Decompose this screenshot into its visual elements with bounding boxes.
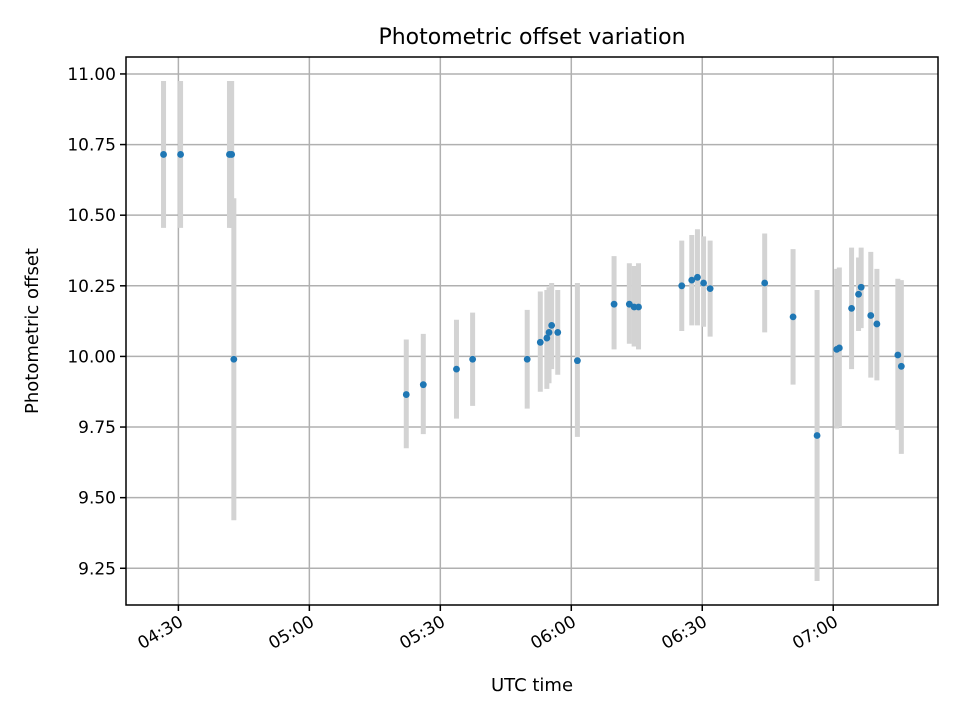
x-axis-label: UTC time xyxy=(491,675,573,696)
y-tick-label: 10.75 xyxy=(67,136,116,156)
data-point xyxy=(548,321,556,329)
y-tick-label: 11.00 xyxy=(67,65,116,85)
data-point xyxy=(545,329,553,336)
data-point xyxy=(230,355,238,363)
x-tick-label: 05:00 xyxy=(265,612,317,654)
data-point xyxy=(706,285,714,293)
point-layer xyxy=(160,151,905,439)
data-point xyxy=(848,305,855,312)
data-point xyxy=(160,151,167,158)
x-tick-label: 04:30 xyxy=(134,612,186,654)
data-point xyxy=(855,290,862,298)
data-point xyxy=(610,300,618,308)
data-point xyxy=(813,432,821,439)
data-point xyxy=(177,151,184,158)
y-axis-label: Photometric offset xyxy=(22,248,43,414)
errorbar-layer xyxy=(161,81,904,581)
data-point xyxy=(453,365,460,373)
data-point xyxy=(688,276,696,284)
data-point xyxy=(554,329,562,336)
data-point xyxy=(228,151,236,158)
data-point xyxy=(402,391,410,398)
grid-layer xyxy=(126,57,938,605)
data-point xyxy=(894,351,902,359)
x-tick-label: 06:30 xyxy=(658,612,710,654)
data-point xyxy=(873,320,881,328)
data-point xyxy=(857,283,865,291)
data-point xyxy=(867,312,875,319)
x-tick-label: 05:30 xyxy=(396,612,448,654)
data-point xyxy=(419,381,427,389)
data-point xyxy=(523,355,531,363)
y-tick-label: 10.25 xyxy=(67,277,116,297)
data-point xyxy=(835,344,843,352)
x-tick-label: 07:00 xyxy=(789,612,841,654)
y-tick-label: 10.50 xyxy=(67,206,116,226)
data-point xyxy=(469,355,477,363)
y-tick-label: 9.75 xyxy=(78,418,116,438)
y-tick-label: 9.50 xyxy=(78,489,116,509)
data-point xyxy=(700,279,707,287)
y-tick-label: 9.25 xyxy=(78,559,116,579)
data-point xyxy=(761,279,769,287)
data-point xyxy=(694,273,701,281)
data-point xyxy=(574,357,581,365)
data-point xyxy=(536,338,544,346)
data-point xyxy=(789,313,797,321)
data-point xyxy=(678,282,686,290)
data-point xyxy=(635,303,642,311)
x-tick-label: 06:00 xyxy=(527,612,579,654)
y-tick-label: 10.00 xyxy=(67,347,116,367)
data-point xyxy=(543,334,551,342)
chart-title: Photometric offset variation xyxy=(378,25,685,50)
plot-frame xyxy=(125,56,939,606)
data-point xyxy=(897,362,905,370)
